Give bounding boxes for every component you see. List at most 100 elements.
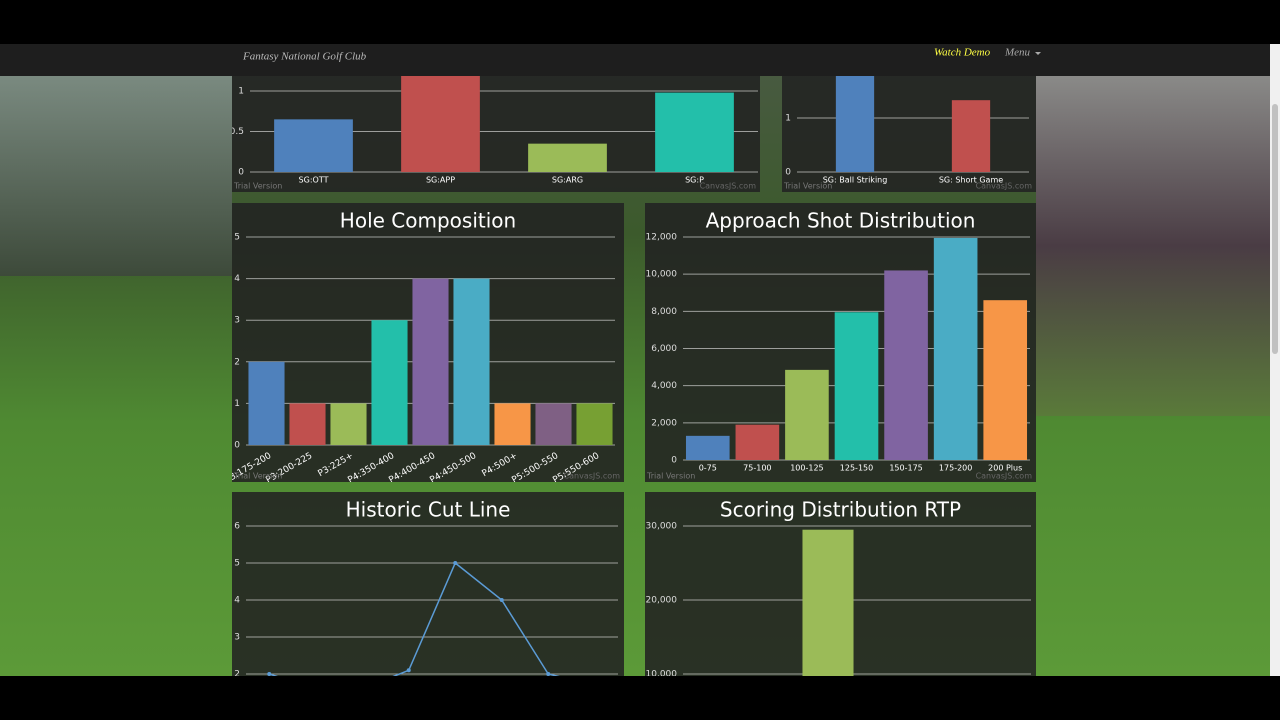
y-tick-label: 8,000 xyxy=(651,307,677,317)
panel-bg xyxy=(782,76,1036,192)
bar xyxy=(528,143,607,172)
y-tick-label: 0 xyxy=(234,441,240,451)
bar xyxy=(983,300,1028,460)
point xyxy=(453,561,458,565)
chart-title: Scoring Distribution RTP xyxy=(720,498,961,522)
y-tick-label: 4 xyxy=(234,596,240,606)
y-tick-label: 1 xyxy=(238,87,244,97)
bar xyxy=(933,237,978,460)
watch-demo[interactable]: Watch Demo xyxy=(934,47,991,59)
chart-panel: Scoring Distribution RTP 10,000 20,000 30,0… xyxy=(645,492,1036,680)
menu[interactable]: Menu xyxy=(1004,47,1031,59)
bar xyxy=(494,403,531,445)
y-tick-label: 2,000 xyxy=(651,418,677,428)
chart-panel: Historic Cut Line 2 3 4 5 6 xyxy=(232,492,624,680)
y-tick-label: 12,000 xyxy=(646,233,678,243)
y-tick-label: 3 xyxy=(234,316,240,326)
crowd xyxy=(1036,76,1270,416)
x-tick-label: 125-150 xyxy=(840,464,873,473)
bar xyxy=(735,424,780,460)
bar xyxy=(834,312,879,460)
credit: CanvasJS.com xyxy=(976,472,1033,481)
chart-panel: 0 0.5 1 SG:OTT SG:APP SG:ARG SG:P Trial Version… xyxy=(230,76,760,192)
watermark: Trial Version xyxy=(233,472,282,481)
x-tick-label: SG: Short Game xyxy=(939,176,1003,185)
y-tick-label: 6 xyxy=(234,522,240,532)
y-tick-label: 2 xyxy=(234,357,240,367)
y-tick-label: 3 xyxy=(234,633,240,643)
line xyxy=(269,561,560,676)
navbar xyxy=(0,44,1270,76)
scroll-thumb[interactable] xyxy=(1272,104,1278,354)
y-tick-label: 4,000 xyxy=(651,381,677,391)
bar xyxy=(655,92,734,172)
caret xyxy=(1035,52,1041,55)
point xyxy=(267,672,272,676)
x-tick-label: 175-200 xyxy=(939,464,972,473)
bar xyxy=(274,119,353,172)
point xyxy=(406,668,411,673)
bar xyxy=(835,76,875,172)
chart-panel: Hole Composition012345P3:175-200P3:200-2… xyxy=(232,203,624,482)
bottom-bar xyxy=(0,676,1280,720)
y-tick-label: 0 xyxy=(671,456,677,466)
y-tick-label: 10,000 xyxy=(646,270,678,280)
x-tick-label: 200 Plus xyxy=(988,464,1022,473)
y-tick-label: 5 xyxy=(234,233,240,243)
bar xyxy=(884,270,928,460)
chart-title: Hole Composition xyxy=(340,209,516,233)
credit: CanvasJS.com xyxy=(976,182,1033,191)
y-tick-label: 0 xyxy=(238,168,244,178)
bar xyxy=(289,403,326,445)
bar xyxy=(330,403,367,445)
chart-title: Historic Cut Line xyxy=(346,498,511,522)
bar xyxy=(802,529,854,676)
bar xyxy=(535,403,572,445)
y-tick-label: 0 xyxy=(785,168,791,178)
bar xyxy=(412,278,449,445)
x-tick-label: 150-175 xyxy=(889,464,922,473)
x-tick-label: 75-100 xyxy=(743,464,771,473)
x-tick-label: 0-75 xyxy=(699,464,717,473)
x-tick-label: SG:OTT xyxy=(299,176,329,185)
scrollbar[interactable] xyxy=(1270,44,1280,676)
watermark: Trial Version xyxy=(646,472,695,481)
x-tick-label: SG:P xyxy=(685,176,704,185)
chart-panel: 0 1 SG: Ball Striking SG: Short Game Trial V… xyxy=(782,76,1036,192)
bar xyxy=(401,76,480,172)
watermark: Trial Version xyxy=(783,182,832,191)
y-tick-label: 1 xyxy=(234,399,240,409)
chart-title: Approach Shot Distribution xyxy=(706,209,976,233)
crowd xyxy=(0,76,232,276)
y-tick-label: 30,000 xyxy=(646,522,678,532)
panel-bg xyxy=(232,492,624,676)
bar xyxy=(248,361,285,445)
bar xyxy=(685,435,730,460)
y-tick-label: 10,000 xyxy=(646,670,678,680)
bar xyxy=(453,278,490,445)
credit: CanvasJS.com xyxy=(564,472,621,481)
y-tick-label: 4 xyxy=(234,274,240,284)
credit: CanvasJS.com xyxy=(700,182,757,191)
x-tick-label: SG: Ball Striking xyxy=(823,176,888,185)
x-tick-label: SG:ARG xyxy=(552,176,583,185)
brand[interactable]: Fantasy National Golf Club xyxy=(242,51,367,63)
watermark: Trial Version xyxy=(233,182,282,191)
bar xyxy=(785,369,829,460)
y-tick-label: 0.5 xyxy=(230,127,244,137)
y-tick-label: 20,000 xyxy=(646,596,678,606)
point xyxy=(499,598,504,602)
y-tick-label: 6,000 xyxy=(651,344,677,354)
y-tick-label: 5 xyxy=(234,559,240,569)
point xyxy=(546,672,551,676)
bar xyxy=(576,403,613,445)
bar xyxy=(371,320,408,445)
y-tick-label: 2 xyxy=(234,670,240,680)
chart-panel: Approach Shot Distribution 0 2,000 4,000 6,0… xyxy=(645,203,1036,482)
x-tick-label: SG:APP xyxy=(426,176,455,185)
y-tick-label: 1 xyxy=(785,114,791,124)
x-tick-label: 100-125 xyxy=(790,464,823,473)
bar xyxy=(951,100,991,172)
